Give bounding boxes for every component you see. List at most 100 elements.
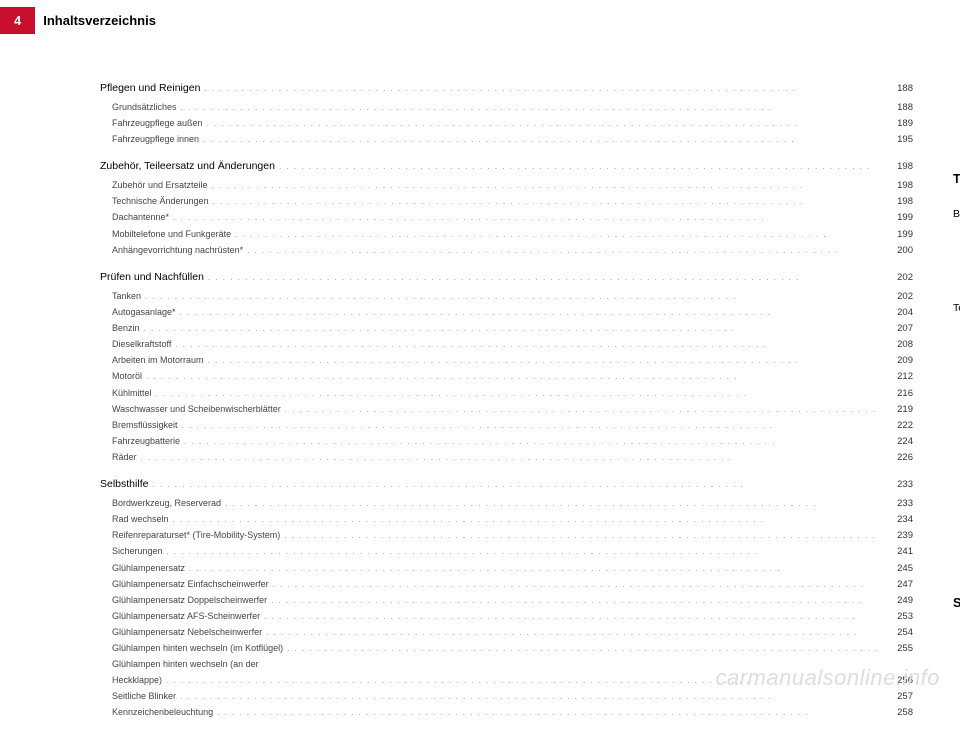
- toc-label: An- oder abschleppen: [953, 135, 960, 150]
- toc-label: Dachantenne*: [100, 210, 169, 225]
- toc-row: Fahrzeugpflege innen195: [100, 132, 913, 148]
- toc-row: An- oder abschleppen263: [953, 135, 960, 151]
- toc-dots: [184, 435, 879, 449]
- toc-page-number: 234: [883, 512, 913, 528]
- toc-row: Anhängevorrichtung nachrüsten* 200: [100, 243, 913, 259]
- toc-dots: [284, 529, 879, 543]
- page-number-tab: 4: [0, 7, 35, 34]
- toc-label: Dieselmotor 1.6l TDI CR 66 kW (90 PS) DP…: [953, 511, 960, 526]
- toc-row: Dachantenne* 199: [100, 210, 913, 226]
- toc-label: Glühlampenersatz Nebelscheinwerfer: [100, 625, 262, 640]
- toc-page-number: 199: [883, 227, 913, 243]
- toc-page-number: 249: [883, 593, 913, 609]
- toc-label: Benzinmotor 1,2 l TSI 63 kW (85 PS): [953, 352, 960, 367]
- watermark: carmanualsonline.info: [715, 665, 940, 691]
- toc-dots: [173, 211, 879, 225]
- toc-row: Glühlampen hinten wechseln (im Kotflügel…: [100, 641, 913, 657]
- toc-row: Benzinmotor 1,2 l TSI 63 kW (85 PS)272: [953, 352, 960, 368]
- toc-row: Technische Änderungen 198: [100, 194, 913, 210]
- toc-row: Fahrzeugpflege außen189: [100, 116, 913, 132]
- toc-label: Benzinmotor 1,2l 51 kW (70 PS): [953, 336, 960, 351]
- toc-row: Benzinmotor 1,2l TSI 77 kW (105 PS): [953, 401, 960, 416]
- toc-dots: [175, 338, 879, 352]
- toc-dots: [144, 322, 879, 336]
- toc-label: Räder: [100, 450, 137, 465]
- toc-row: Selbsthilfe233: [100, 466, 913, 496]
- toc-page-number: 198: [883, 178, 913, 194]
- toc-label: Anhängevorrichtung nachrüsten*: [100, 243, 243, 258]
- toc-page-number: 195: [883, 132, 913, 148]
- toc-label: Reifenreparaturset* (Tire-Mobility-Syste…: [100, 528, 280, 543]
- toc-page-number: 253: [883, 609, 913, 625]
- toc-label: Dieselmotor 1.6l TDI CR 77 kW (105 PS) m…: [953, 528, 960, 543]
- toc-dots: [180, 690, 879, 704]
- toc-label: Fahrzeugbatterie: [100, 434, 180, 449]
- toc-label: Tanken: [100, 289, 141, 304]
- toc-page-number: 200: [883, 243, 913, 259]
- toc-page-number: 202: [883, 289, 913, 305]
- toc-page-number: 247: [883, 577, 913, 593]
- toc-page-number: 258: [883, 705, 913, 721]
- toc-dots: [235, 228, 879, 242]
- toc-row: Seitliche Blinker257: [100, 689, 913, 705]
- toc-page-number: 209: [883, 353, 913, 369]
- toc-label: Heckklappe): [100, 673, 162, 688]
- toc-label: Innen- und Leseleuchte vorne: [953, 70, 960, 85]
- toc-label: Überprüfung der Flüssigkeiten: [953, 320, 960, 335]
- toc-dots: [212, 179, 879, 193]
- toc-label: Beschreibung der Angaben: [953, 206, 960, 224]
- toc-row: Automatikgetriebe276: [953, 448, 960, 464]
- toc-label: Arbeiten im Motorraum: [100, 353, 204, 368]
- toc-label: Motoröl: [100, 369, 142, 384]
- page-header: 4 Inhaltsverzeichnis: [0, 0, 960, 40]
- toc-dots: [180, 306, 879, 320]
- toc-label: Benzinmotor 1,4l 63 kW (85 PS): [953, 369, 960, 384]
- toc-row: Technische Daten266: [953, 151, 960, 196]
- toc-row: Glühlampenersatz Einfachscheinwerfer247: [100, 577, 913, 593]
- toc-dots: [203, 133, 879, 147]
- toc-dots: [266, 626, 879, 640]
- toc-page-number: 208: [883, 337, 913, 353]
- toc-label: Sicherungen: [100, 544, 163, 559]
- toc-label: Seitliche Blinker: [100, 689, 176, 704]
- toc-label: Technische Daten: [953, 300, 960, 318]
- toc-label: Kühlmittel: [100, 386, 152, 401]
- toc-page-number: 224: [883, 434, 913, 450]
- toc-row: Arbeiten im Motorraum 209: [100, 353, 913, 369]
- toc-row: Räder 226: [100, 450, 913, 466]
- toc-row: Innen- und Leseleuchte vorne258: [953, 70, 960, 86]
- toc-dots: [285, 403, 879, 417]
- toc-label: Autogasanlage*: [100, 305, 176, 320]
- toc-label: Glühlampenersatz: [100, 561, 185, 576]
- toc-row: Technische Daten270: [953, 290, 960, 320]
- toc-label: Selbsthilfe: [100, 476, 148, 494]
- toc-dots: [273, 578, 879, 592]
- toc-label: Prüfen und Nachfüllen: [100, 269, 204, 287]
- toc-label: Benzinmotor 1,4 TSI 110 kW (150 CV): [953, 432, 960, 447]
- toc-page-number: 254: [883, 625, 913, 641]
- toc-page-number: 189: [883, 116, 913, 132]
- toc-label: Zubehör und Ersatzteile: [100, 178, 208, 193]
- toc-label: Abmessungen und Füllmengen: [953, 559, 960, 574]
- toc-row: Dieselmotor 1.6l TDI CR 77 kW (105 PS) m…: [953, 528, 960, 543]
- toc-page-number: 226: [883, 450, 913, 466]
- toc-page-number: 198: [883, 194, 913, 210]
- toc-label: Räder: [953, 274, 960, 289]
- toc-label: Start&Stopp: [953, 416, 960, 431]
- toc-page-number: 199: [883, 210, 913, 226]
- toc-label: Glühlampenersatz AFS-Scheinwerfer: [100, 609, 260, 624]
- toc-label: ohne DPF: [953, 543, 960, 558]
- toc-row: Bremsflüssigkeit222: [100, 418, 913, 434]
- toc-row: Prüfen und Nachfüllen202: [100, 259, 913, 289]
- toc-dots: [208, 354, 879, 368]
- toc-row: Wie wurden die Angaben ermittelt?268: [953, 242, 960, 258]
- toc-dots: [217, 706, 879, 720]
- toc-dots: [141, 451, 879, 465]
- toc-row: Fahrzeugbatterie 224: [100, 434, 913, 450]
- toc-row: Abmessungen und Füllmengen281: [953, 559, 960, 575]
- toc-row: Dieselmotor 1,2l TDI CR 55 kW (75 PS) DP…: [953, 464, 960, 479]
- toc-dots: [207, 117, 879, 131]
- toc-label: Technische Änderungen: [100, 194, 209, 209]
- toc-dots: [247, 244, 879, 258]
- toc-row: Mobiltelefone und Funkgeräte199: [100, 227, 913, 243]
